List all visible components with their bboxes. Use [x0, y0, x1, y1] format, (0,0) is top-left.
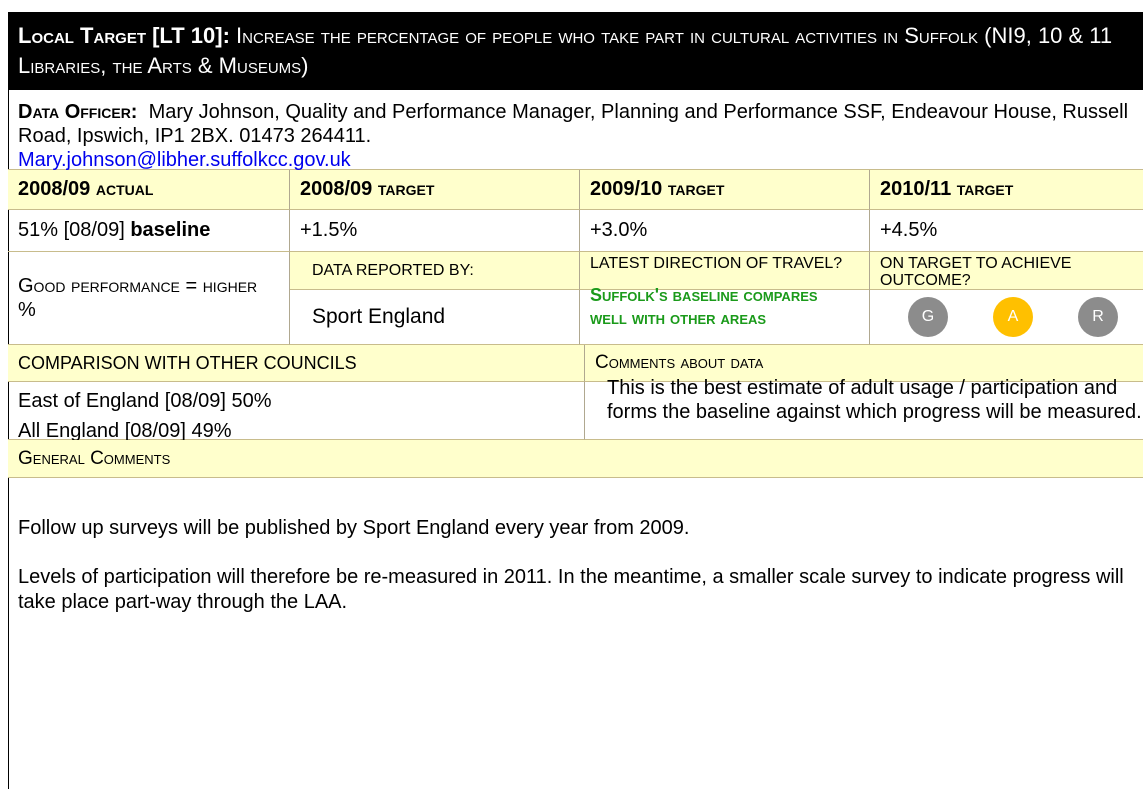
officer: Data Officer: Mary Johnson, Quality and … — [8, 90, 1143, 171]
target-header: 2008/09 actual — [8, 170, 290, 210]
header-label: Local Target [LT 10] — [18, 23, 223, 48]
reported-header: DATA REPORTED BY: — [290, 252, 580, 290]
label: target — [667, 178, 725, 200]
target-header: 2008/09 target — [290, 170, 580, 210]
label: actual — [95, 178, 154, 200]
paragraph: Follow up surveys will be published by S… — [18, 517, 690, 539]
comparison: East of England [08/09] 50% All England … — [8, 382, 585, 442]
general-header: General Comments — [8, 440, 1143, 478]
target-value: 51% [08/09] baseline — [8, 210, 290, 252]
officer-email[interactable]: Mary.johnson@libher.suffolkcc.gov.uk — [18, 149, 351, 171]
year: 2009/10 — [590, 178, 663, 200]
comparison-header: COMPARISON WITH OTHER COUNCILS — [8, 345, 585, 382]
comments-text: This is the best estimate of adult usage… — [585, 376, 1143, 440]
rag-amber: A — [993, 297, 1033, 337]
header: Local Target [LT 10]: Increase the perce… — [8, 12, 1143, 90]
value: 51% [08/09] — [18, 219, 125, 241]
header-title: Increase the percentage of people who ta… — [18, 23, 1113, 78]
rag: G A R — [870, 290, 1143, 345]
general-body: Follow up surveys will be published by S… — [8, 516, 1143, 615]
year: 2008/09 — [18, 178, 91, 200]
outcome-header: ON TARGET TO ACHIEVE OUTCOME? — [870, 252, 1143, 290]
officer-label: Data Officer: — [18, 101, 138, 123]
reported-by: Sport England — [290, 290, 580, 345]
target-header: 2009/10 target — [580, 170, 870, 210]
baseline: baseline — [130, 219, 211, 241]
rag-green: G — [908, 297, 948, 337]
label: target — [956, 178, 1014, 200]
comparison-line: East of England [08/09] 50% — [18, 390, 272, 412]
year: 2008/09 — [300, 178, 373, 200]
paragraph: Levels of participation will therefore b… — [18, 566, 1124, 613]
target-header: 2010/11 target — [870, 170, 1143, 210]
target-value: +1.5% — [290, 210, 580, 252]
frame — [8, 12, 1143, 789]
performance-label: Good performance = higher % — [8, 252, 290, 345]
direction-header: LATEST DIRECTION OF TRAVEL? — [580, 252, 870, 290]
rag-red: R — [1078, 297, 1118, 337]
label: target — [377, 178, 435, 200]
comments-header: Comments about data — [585, 345, 1143, 382]
direction: Suffolk's baseline compares well with ot… — [580, 284, 870, 345]
target-value: +3.0% — [580, 210, 870, 252]
target-value: +4.5% — [870, 210, 1143, 252]
comparison-line: All England [08/09] 49% — [18, 420, 232, 442]
officer-text: Mary Johnson, Quality and Performance Ma… — [18, 101, 1129, 147]
year: 2010/11 — [880, 178, 952, 200]
